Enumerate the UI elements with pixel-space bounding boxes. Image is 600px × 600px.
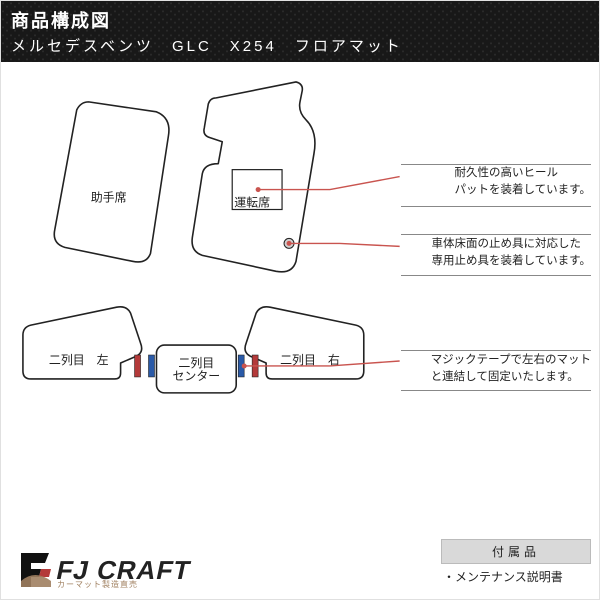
accessory-item: ・メンテナンス説明書 bbox=[441, 564, 591, 585]
label-driver: 運転席 bbox=[234, 195, 270, 210]
leader-heel-dot bbox=[256, 187, 261, 192]
label-passenger: 助手席 bbox=[91, 190, 127, 205]
mat-row2-right bbox=[245, 307, 364, 379]
page-title: 商品構成図 bbox=[11, 7, 589, 33]
leader-clip bbox=[289, 243, 400, 246]
header-bar: 商品構成図 メルセデスベンツ GLC X254 フロアマット bbox=[1, 1, 599, 62]
diagram-stage: 助手席 運転席二列目 左 二列目センター 二列目 右 耐久性の高いヒールパットを装着し… bbox=[1, 62, 599, 482]
mat-passenger bbox=[54, 102, 169, 262]
accessory-heading: 付属品 bbox=[441, 539, 591, 564]
label-row2-left: 二列目 左 bbox=[49, 352, 109, 367]
callout-clip: 車体床面の止め具に対応した専用止め具を装着しています。 bbox=[431, 236, 591, 269]
callout-divider bbox=[401, 350, 591, 351]
callout-heel: 耐久性の高いヒールパットを装着しています。 bbox=[454, 165, 591, 198]
callout-divider bbox=[401, 275, 591, 276]
callout-divider bbox=[401, 234, 591, 235]
accessory-box: 付属品 ・メンテナンス説明書 bbox=[441, 539, 591, 585]
callout-velcro: マジックテープで左右のマットと連結して固定いたします。 bbox=[431, 352, 591, 385]
mat-row2-left bbox=[23, 307, 142, 379]
label-row2-right: 二列目 右 bbox=[280, 352, 340, 367]
logo-text: FJ CRAFT bbox=[54, 557, 193, 583]
velcro-tab bbox=[149, 355, 155, 377]
brand-logo: FJ CRAFT カーマット製造直売 bbox=[15, 549, 191, 589]
logo-mark bbox=[15, 549, 55, 589]
mat-diagram: 助手席 運転席二列目 左 二列目センター 二列目 右 bbox=[1, 62, 599, 481]
callout-divider bbox=[401, 206, 591, 207]
callout-divider bbox=[401, 390, 591, 391]
label-row2-center: センター bbox=[172, 369, 220, 383]
label-row2-center: 二列目 bbox=[178, 356, 214, 370]
callout-divider bbox=[401, 164, 591, 165]
leader-clip-dot bbox=[287, 241, 292, 246]
page-subtitle: メルセデスベンツ GLC X254 フロアマット bbox=[11, 33, 589, 60]
leader-velcro-dot bbox=[242, 363, 247, 368]
velcro-tab bbox=[135, 355, 141, 377]
